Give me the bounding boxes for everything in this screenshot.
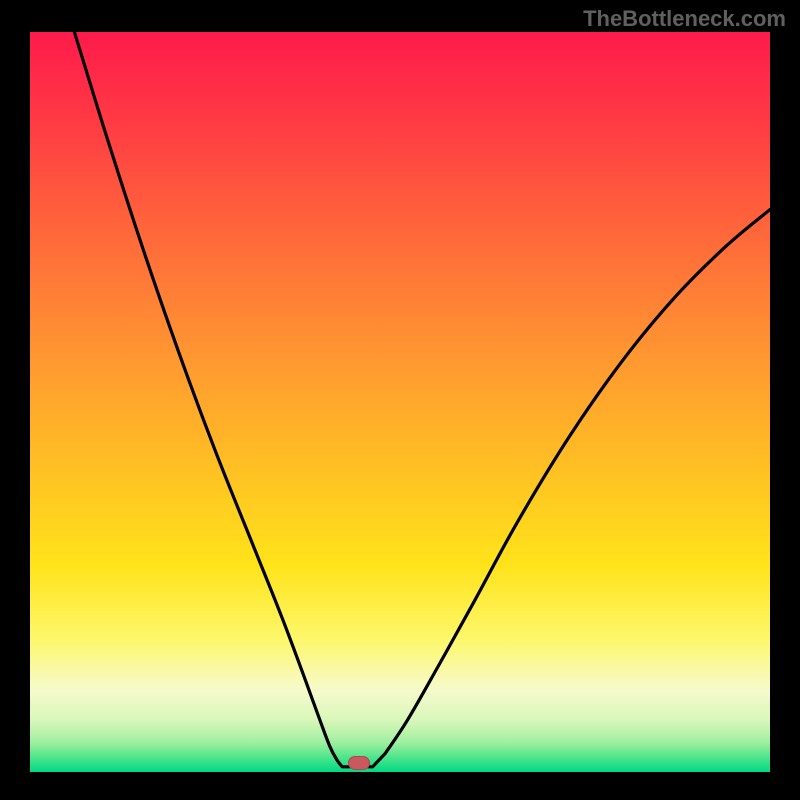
chart-curve-layer (30, 32, 770, 772)
bottleneck-curve-path (74, 32, 770, 767)
watermark-text: TheBottleneck.com (583, 6, 786, 32)
chart-plot-area (30, 32, 770, 772)
optimum-marker (348, 756, 370, 770)
